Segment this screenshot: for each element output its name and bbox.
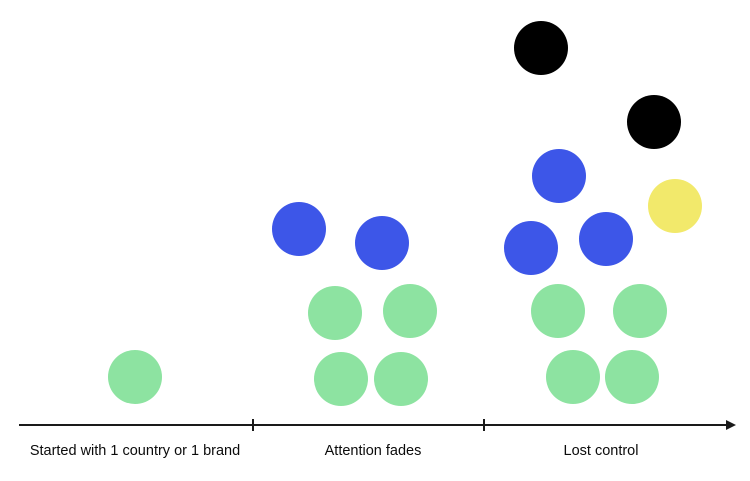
axis-label-attention-fades: Attention fades [324, 443, 422, 459]
axis-arrowhead-icon [726, 420, 736, 430]
bubble-green [308, 286, 362, 340]
axis-tick [252, 419, 254, 431]
bubble-green [613, 284, 667, 338]
bubble-blue [355, 216, 409, 270]
bubble-blue [272, 202, 326, 256]
bubble-green [531, 284, 585, 338]
bubble-green [108, 350, 162, 404]
axis-line [19, 424, 728, 426]
bubble-black [514, 21, 568, 75]
bubble-blue [532, 149, 586, 203]
bubble-green [546, 350, 600, 404]
axis-label-started-with-1-country-or-1-brand: Started with 1 country or 1 brand [29, 443, 241, 459]
bubble-green [605, 350, 659, 404]
bubble-green [374, 352, 428, 406]
bubble-blue [579, 212, 633, 266]
bubble-yellow [648, 179, 702, 233]
bubble-black [627, 95, 681, 149]
bubble-blue [504, 221, 558, 275]
axis-tick [483, 419, 485, 431]
bubble-green [383, 284, 437, 338]
axis-label-lost-control: Lost control [563, 443, 639, 459]
bubble-green [314, 352, 368, 406]
